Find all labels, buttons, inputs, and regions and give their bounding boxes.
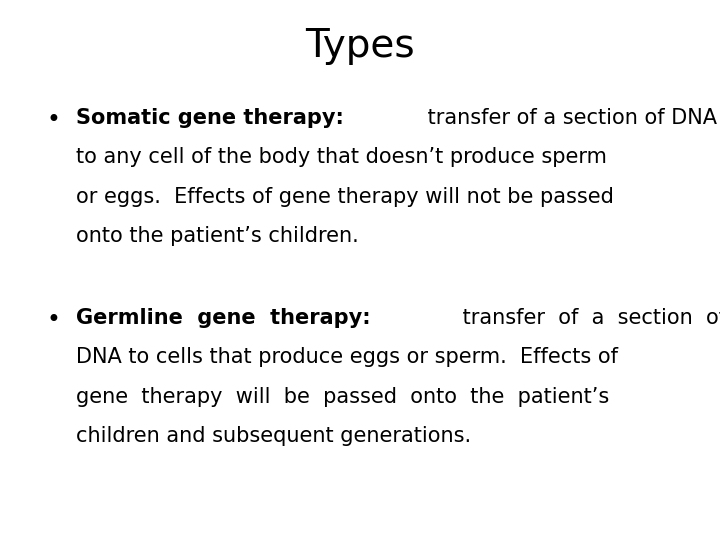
Text: •: • [47, 108, 60, 132]
Text: Somatic gene therapy:: Somatic gene therapy: [76, 108, 343, 128]
Text: onto the patient’s children.: onto the patient’s children. [76, 226, 359, 246]
Text: Germline  gene  therapy:: Germline gene therapy: [76, 308, 370, 328]
Text: Types: Types [305, 27, 415, 65]
Text: •: • [47, 308, 60, 332]
Text: transfer  of  a  section  of: transfer of a section of [456, 308, 720, 328]
Text: DNA to cells that produce eggs or sperm.  Effects of: DNA to cells that produce eggs or sperm.… [76, 347, 618, 367]
Text: transfer of a section of DNA: transfer of a section of DNA [421, 108, 717, 128]
Text: or eggs.  Effects of gene therapy will not be passed: or eggs. Effects of gene therapy will no… [76, 187, 613, 207]
Text: gene  therapy  will  be  passed  onto  the  patient’s: gene therapy will be passed onto the pat… [76, 387, 609, 407]
Text: to any cell of the body that doesn’t produce sperm: to any cell of the body that doesn’t pro… [76, 147, 606, 167]
Text: children and subsequent generations.: children and subsequent generations. [76, 426, 471, 446]
